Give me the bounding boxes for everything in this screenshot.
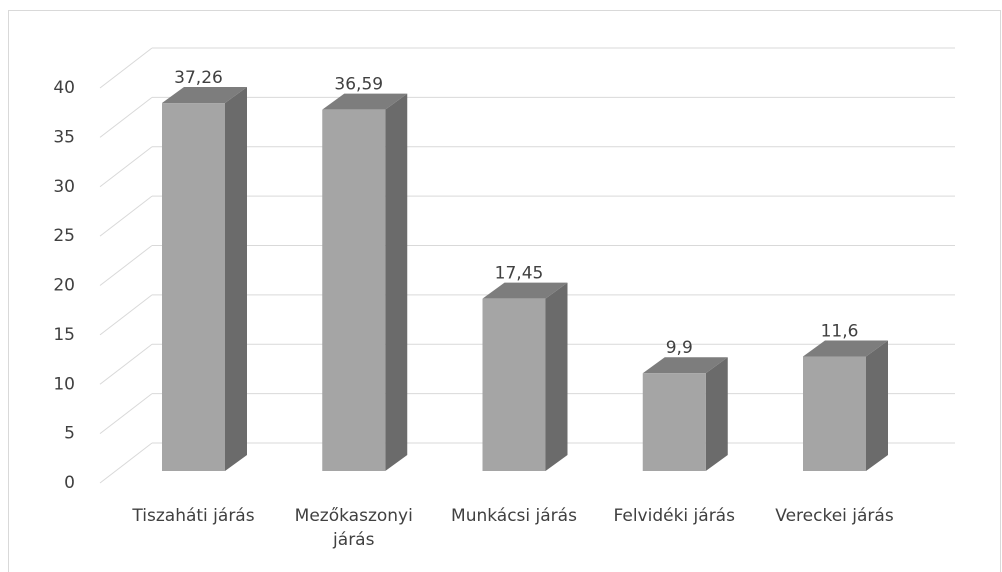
- bar-side: [866, 340, 888, 471]
- grid-line: [99, 146, 153, 188]
- grid-line: [99, 245, 153, 286]
- x-tick-label: Felvidéki járás: [613, 506, 735, 526]
- y-tick-label: 35: [53, 127, 75, 147]
- bar-top: [803, 340, 888, 357]
- x-tick-label: Mezőkaszonyi járás: [294, 506, 413, 550]
- bar-side: [705, 357, 728, 471]
- bar-side: [545, 282, 568, 471]
- y-tick-label: 0: [64, 473, 75, 493]
- y-tick-label: 15: [53, 325, 75, 345]
- bar-top: [162, 87, 247, 104]
- x-tick-label: Tiszaháti járás: [132, 506, 255, 526]
- y-tick-label: 25: [53, 226, 75, 246]
- grid-line: [99, 47, 153, 89]
- y-tick-label: 20: [53, 276, 75, 296]
- y-tick-label: 5: [64, 424, 75, 444]
- y-tick-label: 30: [53, 177, 75, 197]
- y-tick-label: 10: [53, 374, 75, 394]
- bar-side: [225, 87, 247, 472]
- grid-line: [99, 442, 153, 484]
- bar: [642, 373, 706, 471]
- grid-line: [99, 294, 153, 336]
- grid-line: [99, 393, 153, 435]
- bar: [162, 103, 225, 472]
- value-label: 9,9: [666, 338, 693, 358]
- chart-frame: [8, 10, 1001, 572]
- y-tick-label: 40: [53, 78, 75, 98]
- x-tick-label: Munkácsi járás: [451, 506, 577, 526]
- value-label: 37,26: [174, 68, 223, 88]
- value-label: 17,45: [495, 264, 544, 284]
- grid-line: [99, 343, 153, 385]
- bar-top: [322, 93, 408, 110]
- bar: [482, 298, 546, 471]
- value-label: 36,59: [334, 75, 383, 95]
- bar-top: [642, 357, 728, 374]
- value-label: 11,6: [821, 321, 859, 341]
- bar: [803, 356, 866, 471]
- grid-line: [99, 195, 153, 237]
- bar: [322, 109, 386, 471]
- bar-top: [482, 282, 568, 299]
- grid-line: [99, 96, 153, 138]
- bar-side: [385, 93, 408, 471]
- x-tick-label: Vereckei járás: [775, 506, 894, 526]
